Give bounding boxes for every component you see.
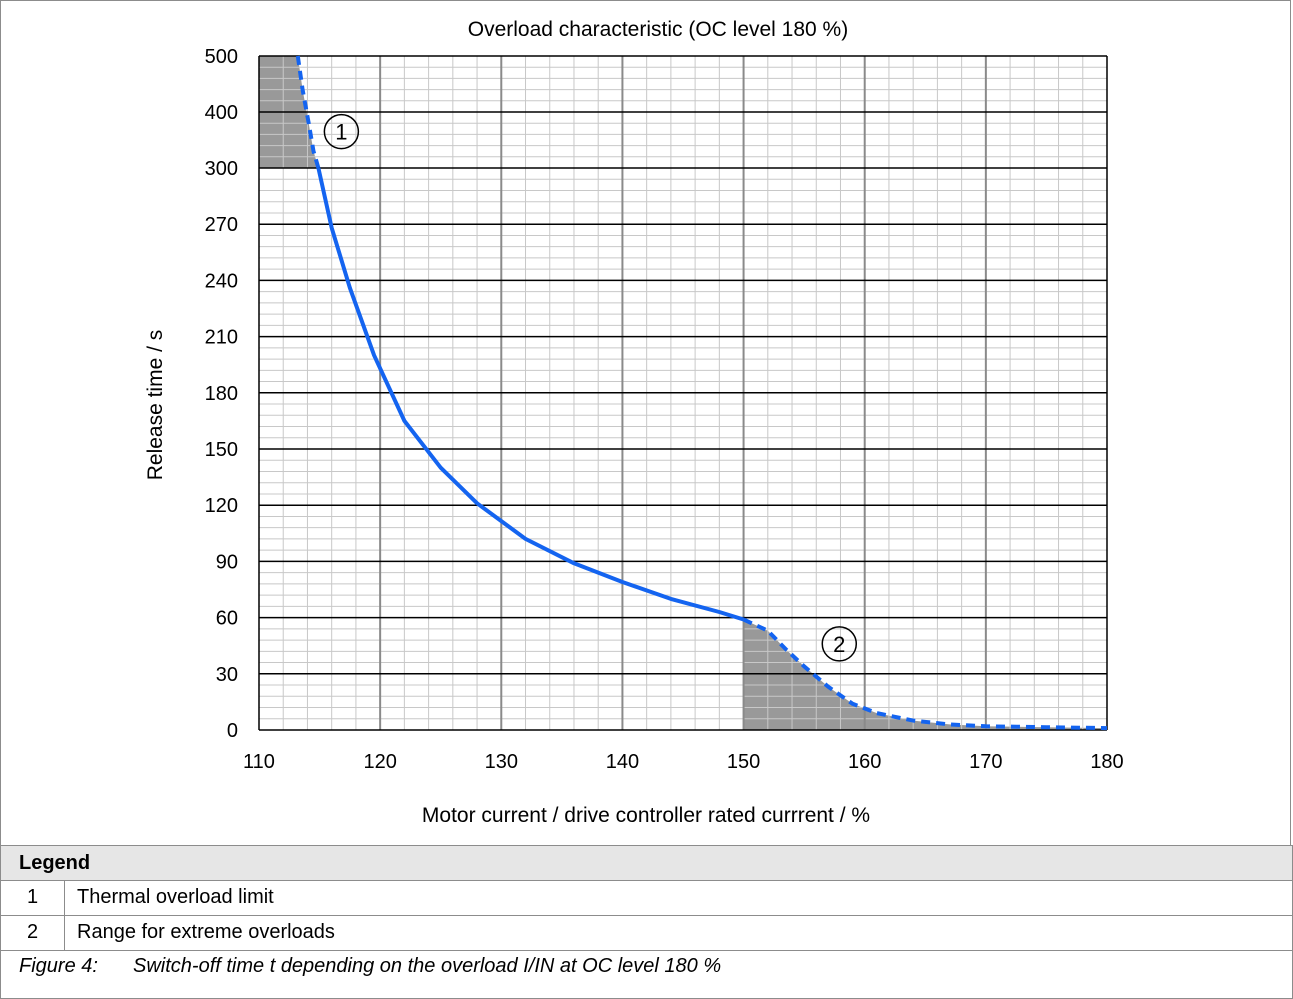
annotation-label: 1 xyxy=(335,120,347,145)
figure-caption-text: Switch-off time t depending on the overl… xyxy=(133,955,721,977)
x-tick-label: 150 xyxy=(727,751,760,773)
y-tick-label: 0 xyxy=(227,720,238,742)
y-tick-label: 60 xyxy=(216,608,238,630)
y-axis-label: Release time / s xyxy=(144,330,167,481)
y-tick-label: 210 xyxy=(205,327,238,349)
x-tick-label: 160 xyxy=(848,751,881,773)
y-tick-label: 180 xyxy=(205,383,238,405)
legend-text: Thermal overload limit xyxy=(77,881,274,914)
figure-label: Figure 4: xyxy=(19,951,133,981)
x-tick-label: 110 xyxy=(243,751,275,773)
y-tick-label: 30 xyxy=(216,664,238,686)
y-tick-label: 500 xyxy=(205,46,238,68)
x-tick-label: 140 xyxy=(606,751,639,773)
x-tick-label: 180 xyxy=(1090,751,1123,773)
figure-caption: Figure 4: Switch-off time t depending on … xyxy=(0,951,1293,999)
x-tick-label: 170 xyxy=(969,751,1002,773)
chart-title: Overload characteristic (OC level 180 %) xyxy=(468,18,848,41)
legend-row: 1 Thermal overload limit xyxy=(0,881,1293,916)
legend-text: Range for extreme overloads xyxy=(77,916,335,949)
legend-number: 1 xyxy=(1,881,65,915)
y-tick-label: 240 xyxy=(205,270,238,292)
y-tick-label: 120 xyxy=(205,495,238,517)
legend-number: 2 xyxy=(1,916,65,950)
annotation-label: 2 xyxy=(833,632,845,657)
x-tick-label: 120 xyxy=(363,751,396,773)
x-tick-label: 130 xyxy=(485,751,518,773)
overload-chart: 1 2 110 120 130 140 150 160 170 180 0 30 60 90 120 150… xyxy=(0,0,1293,845)
legend-row: 2 Range for extreme overloads xyxy=(0,916,1293,951)
y-tick-label: 270 xyxy=(205,214,238,236)
y-tick-label: 400 xyxy=(205,102,238,124)
shaded-region-2 xyxy=(744,619,1107,730)
y-tick-label: 90 xyxy=(216,551,238,573)
y-tick-label: 300 xyxy=(205,158,238,180)
y-tick-label: 150 xyxy=(205,439,238,461)
x-axis-label: Motor current / drive controller rated c… xyxy=(422,804,870,827)
legend-header: Legend xyxy=(0,845,1293,881)
